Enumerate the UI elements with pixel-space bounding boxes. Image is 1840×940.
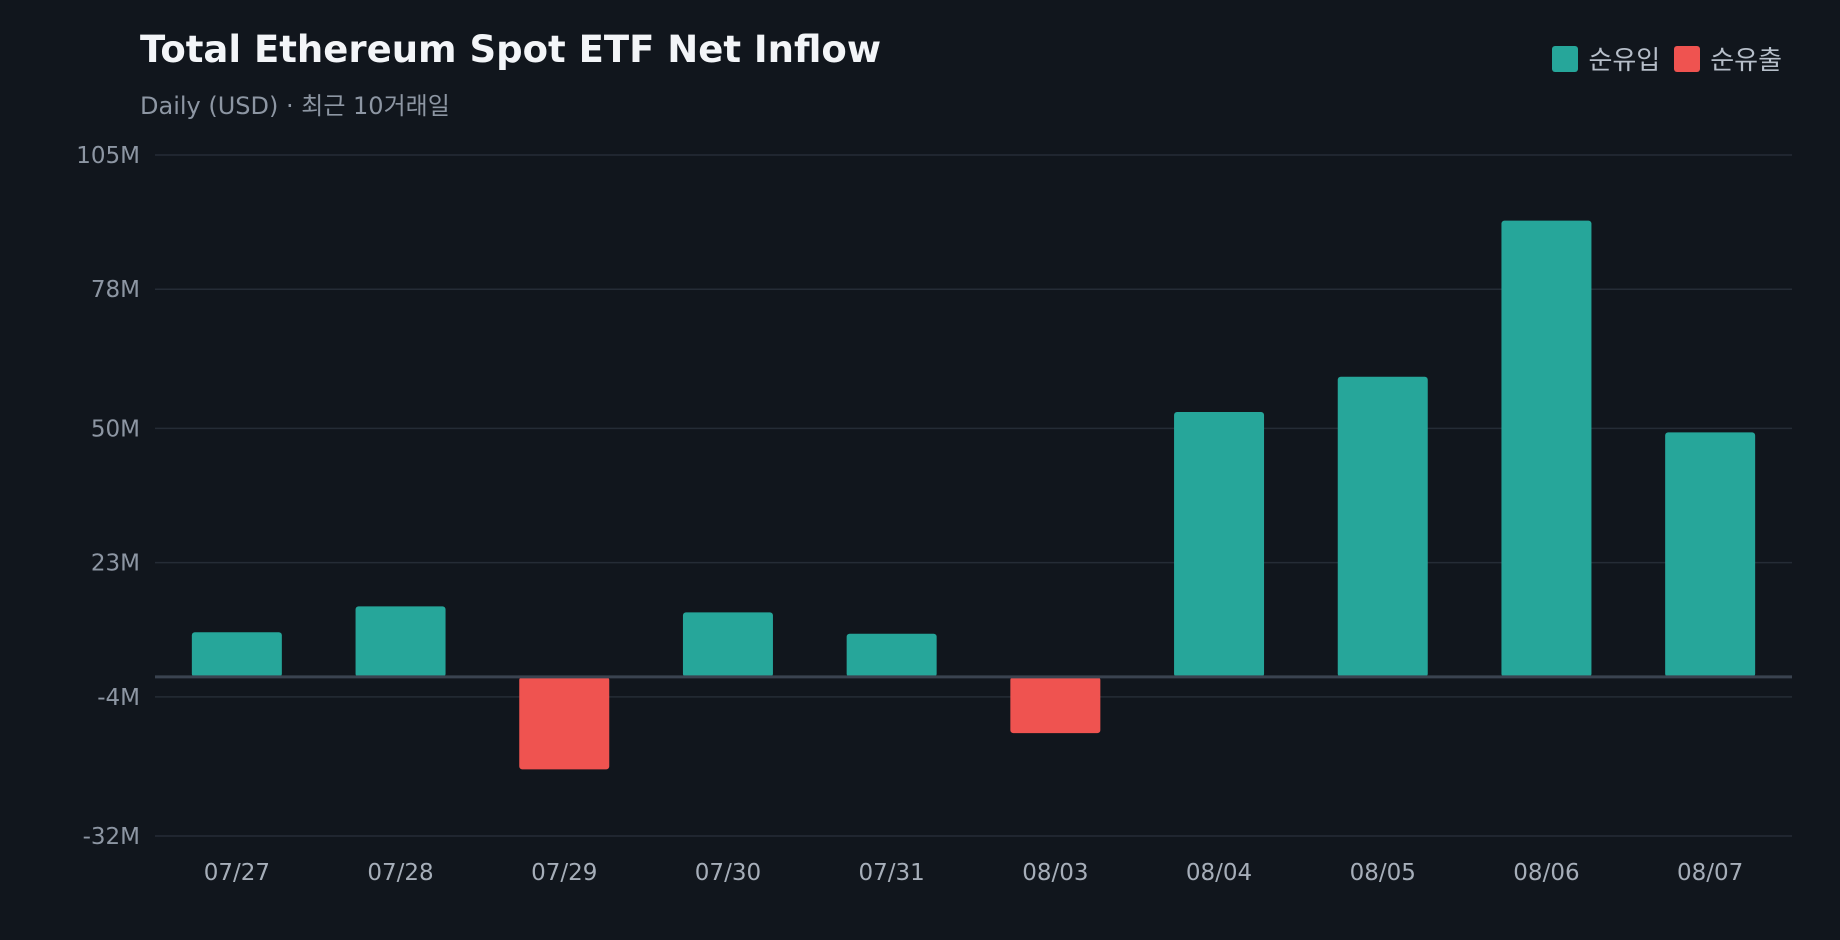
- legend-item-inflow[interactable]: 순유입: [1552, 40, 1660, 77]
- chart-title: Total Ethereum Spot ETF Net Inflow: [140, 28, 882, 71]
- y-tick-label: -4M: [97, 685, 140, 711]
- x-tick-label: 08/03: [1022, 860, 1088, 886]
- x-tick-label: 07/27: [204, 860, 270, 886]
- legend-swatch-outflow: [1674, 45, 1701, 72]
- bar-08-03[interactable]: [1010, 676, 1101, 734]
- legend-swatch-inflow: [1552, 45, 1579, 72]
- x-tick-label: 07/29: [531, 860, 597, 886]
- bar-07-31[interactable]: [846, 633, 937, 677]
- bar-07-29[interactable]: [519, 676, 610, 770]
- chart-legend: 순유입 순유출: [1552, 40, 1782, 77]
- x-tick-label: 08/06: [1513, 860, 1579, 886]
- x-tick-label: 08/05: [1350, 860, 1416, 886]
- bar-07-30[interactable]: [682, 612, 773, 677]
- y-tick-label: -32M: [83, 824, 140, 850]
- x-tick-label: 08/04: [1186, 860, 1252, 886]
- y-tick-label: 78M: [91, 277, 140, 303]
- y-tick-label: 105M: [76, 143, 140, 169]
- legend-label-outflow: 순유출: [1710, 46, 1782, 76]
- bar-08-04[interactable]: [1174, 411, 1265, 677]
- bar-08-06[interactable]: [1501, 220, 1592, 677]
- bars-layer: [191, 220, 1756, 770]
- x-axis-ticks: 07/27 07/28 07/29 07/30 07/31 08/03 08/04 08/05…: [204, 860, 1744, 886]
- chart-subtitle: Daily (USD) · 최근 10거래일: [140, 92, 450, 120]
- legend-item-outflow[interactable]: 순유출: [1674, 40, 1782, 77]
- x-tick-label: 07/31: [859, 860, 925, 886]
- x-tick-label: 07/30: [695, 860, 761, 886]
- x-tick-label: 07/28: [367, 860, 433, 886]
- bar-08-05[interactable]: [1337, 376, 1428, 677]
- y-tick-label: 50M: [91, 416, 140, 442]
- y-axis-ticks: 105M 78M 50M 23M -4M -32M: [76, 143, 140, 850]
- bar-07-28[interactable]: [355, 606, 446, 677]
- legend-label-inflow: 순유입: [1588, 46, 1661, 76]
- bar-08-07[interactable]: [1665, 432, 1756, 677]
- y-tick-label: 23M: [91, 551, 140, 577]
- x-tick-label: 08/07: [1677, 860, 1743, 886]
- bar-07-27[interactable]: [191, 632, 282, 677]
